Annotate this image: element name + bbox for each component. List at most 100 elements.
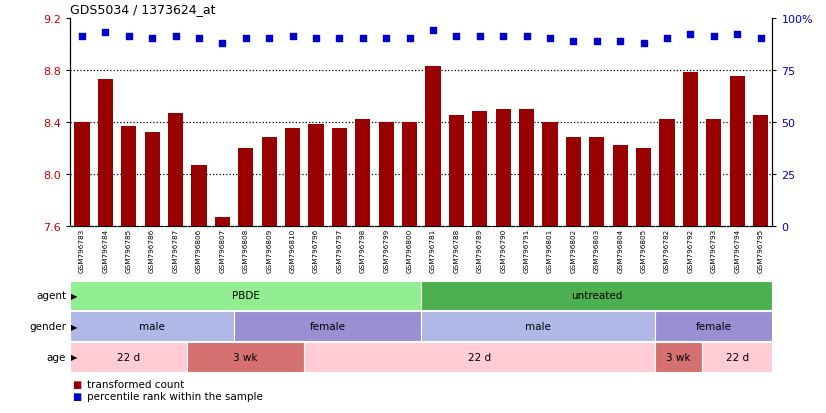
Text: 22 d: 22 d — [468, 352, 491, 362]
Bar — [543, 122, 558, 226]
Text: GSM796784: GSM796784 — [102, 228, 108, 272]
Bar — [655, 311, 772, 341]
Text: GSM796789: GSM796789 — [477, 228, 482, 272]
Text: GSM796798: GSM796798 — [360, 228, 366, 272]
Bar — [421, 311, 655, 341]
Text: transformed count: transformed count — [87, 379, 184, 389]
Point — [473, 34, 487, 40]
Bar — [332, 129, 347, 226]
Bar — [729, 77, 745, 226]
Text: GDS5034 / 1373624_at: GDS5034 / 1373624_at — [70, 3, 216, 16]
Bar — [355, 120, 370, 226]
Point — [263, 36, 276, 43]
Text: ▶: ▶ — [71, 322, 78, 331]
Bar — [702, 342, 772, 372]
Text: percentile rank within the sample: percentile rank within the sample — [87, 392, 263, 401]
Text: GSM796808: GSM796808 — [243, 228, 249, 272]
Text: GSM796787: GSM796787 — [173, 228, 178, 272]
Text: GSM796809: GSM796809 — [266, 228, 272, 272]
Bar — [168, 113, 183, 226]
Bar — [613, 146, 628, 226]
Bar — [378, 122, 394, 226]
Bar — [238, 148, 254, 226]
Bar — [655, 342, 702, 372]
Text: GSM796783: GSM796783 — [79, 228, 85, 272]
Point — [216, 40, 229, 47]
Bar — [121, 126, 136, 226]
Text: GSM796791: GSM796791 — [524, 228, 529, 272]
Point — [310, 36, 323, 43]
Text: GSM796800: GSM796800 — [406, 228, 412, 272]
Text: untreated: untreated — [571, 291, 623, 301]
Bar — [234, 311, 421, 341]
Text: agent: agent — [36, 291, 66, 301]
Bar — [659, 120, 675, 226]
Text: GSM796792: GSM796792 — [687, 228, 693, 272]
Text: GSM796790: GSM796790 — [501, 228, 506, 272]
Bar — [519, 109, 534, 226]
Text: age: age — [47, 352, 66, 362]
Bar — [706, 120, 721, 226]
Point — [122, 34, 135, 40]
Point — [614, 38, 627, 45]
Bar — [262, 138, 277, 226]
Text: GSM796788: GSM796788 — [453, 228, 459, 272]
Bar — [308, 125, 324, 226]
Bar — [70, 342, 188, 372]
Bar — [449, 116, 464, 226]
Text: 3 wk: 3 wk — [667, 352, 691, 362]
Point — [169, 34, 183, 40]
Point — [637, 40, 650, 47]
Text: GSM796794: GSM796794 — [734, 228, 740, 272]
Text: male: male — [140, 321, 165, 331]
Text: GSM796795: GSM796795 — [757, 228, 763, 272]
Point — [449, 34, 463, 40]
Bar — [472, 112, 487, 226]
Point — [520, 34, 534, 40]
Point — [145, 36, 159, 43]
Text: GSM796810: GSM796810 — [290, 228, 296, 272]
Bar — [683, 73, 698, 226]
Point — [567, 38, 580, 45]
Bar — [753, 116, 768, 226]
Point — [333, 36, 346, 43]
Point — [286, 34, 299, 40]
Text: gender: gender — [29, 321, 66, 331]
Text: ■: ■ — [72, 392, 81, 401]
Point — [707, 34, 720, 40]
Text: GSM796806: GSM796806 — [196, 228, 202, 272]
Text: ■: ■ — [72, 379, 81, 389]
Bar — [145, 133, 159, 226]
Bar — [215, 217, 230, 226]
Point — [403, 36, 416, 43]
Text: female: female — [310, 321, 345, 331]
Text: GSM796807: GSM796807 — [220, 228, 225, 272]
Point — [496, 34, 510, 40]
Bar — [421, 281, 772, 311]
Bar — [566, 138, 581, 226]
Bar — [589, 138, 605, 226]
Point — [684, 32, 697, 38]
Text: GSM796797: GSM796797 — [336, 228, 342, 272]
Bar — [304, 342, 655, 372]
Text: GSM796804: GSM796804 — [617, 228, 623, 272]
Point — [754, 36, 767, 43]
Text: GSM796803: GSM796803 — [594, 228, 600, 272]
Point — [356, 36, 369, 43]
Bar — [74, 122, 89, 226]
Text: GSM796782: GSM796782 — [664, 228, 670, 272]
Text: 22 d: 22 d — [117, 352, 140, 362]
Point — [192, 36, 206, 43]
Text: 22 d: 22 d — [726, 352, 748, 362]
Bar — [425, 66, 440, 226]
Text: GSM796796: GSM796796 — [313, 228, 319, 272]
Point — [660, 36, 673, 43]
Point — [591, 38, 604, 45]
Text: PBDE: PBDE — [232, 291, 259, 301]
Bar — [402, 122, 417, 226]
Text: GSM796802: GSM796802 — [571, 228, 577, 272]
Text: GSM796805: GSM796805 — [641, 228, 647, 272]
Text: female: female — [695, 321, 732, 331]
Bar — [97, 80, 113, 226]
Bar — [636, 148, 651, 226]
